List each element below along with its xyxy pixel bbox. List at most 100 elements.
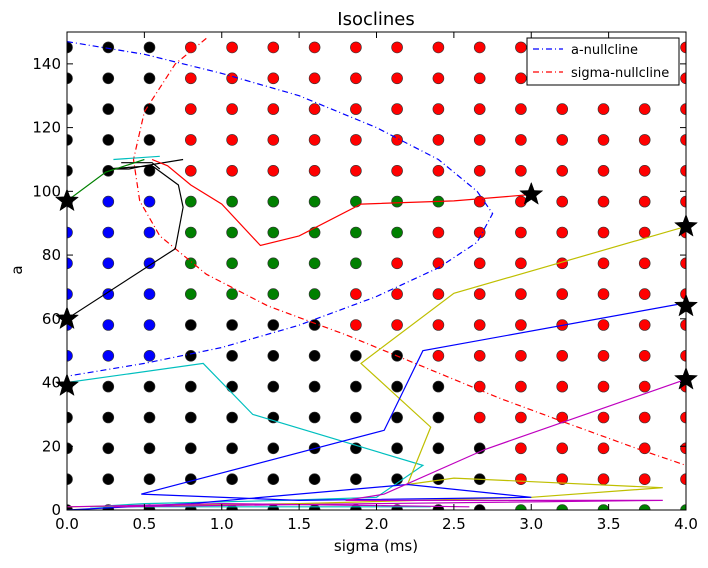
grid-point — [597, 134, 610, 146]
grid-point — [185, 442, 197, 455]
grid-point — [308, 411, 321, 424]
grid-point — [638, 442, 651, 455]
grid-point — [515, 134, 527, 146]
grid-point — [226, 288, 238, 300]
x-tick-label: 3.0 — [519, 515, 543, 533]
grid-point — [308, 41, 321, 54]
grid-point — [680, 165, 686, 177]
grid-point — [638, 319, 651, 331]
grid-point — [185, 411, 197, 424]
grid-point — [350, 103, 362, 115]
grid-point — [680, 350, 686, 362]
y-tick-label: 100 — [32, 182, 61, 200]
grid-point — [226, 134, 238, 146]
grid-point — [67, 103, 73, 115]
grid-point — [102, 103, 115, 115]
x-tick-label: 2.0 — [365, 515, 389, 533]
grid-point — [515, 349, 527, 362]
x-tick-label: 3.5 — [597, 515, 621, 533]
grid-point — [267, 165, 280, 177]
grid-point — [67, 41, 73, 54]
y-tick-label: 120 — [32, 119, 61, 137]
trajectory-line — [151, 158, 532, 247]
grid-point — [350, 349, 362, 362]
legend: a-nullcline sigma-nullcline — [526, 37, 680, 86]
grid-point — [432, 72, 445, 85]
y-tick-label: 0 — [51, 501, 61, 519]
grid-point — [473, 411, 486, 424]
grid-point — [185, 134, 197, 146]
grid-point — [308, 349, 321, 362]
grid-point — [143, 380, 156, 393]
grid-point — [515, 288, 527, 300]
grid-point — [67, 442, 73, 455]
trajectory-line — [113, 378, 686, 508]
grid-point — [185, 165, 197, 177]
grid-point — [597, 411, 610, 424]
grid-point — [226, 442, 238, 455]
grid-point — [473, 319, 486, 331]
trajectory-line — [67, 302, 686, 510]
trajectory-line — [121, 162, 161, 170]
grid-point — [267, 134, 280, 146]
grid-point — [556, 380, 569, 393]
legend-box — [526, 37, 680, 86]
grid-point — [267, 380, 280, 393]
grid-point — [638, 380, 651, 393]
grid-point — [432, 134, 445, 146]
grid-point — [556, 288, 569, 300]
grid-point — [556, 165, 569, 177]
grid-point — [473, 288, 486, 300]
grid-point — [597, 349, 610, 362]
trajectory-line — [67, 502, 470, 508]
grid-point — [226, 72, 238, 85]
grid-point — [226, 349, 238, 362]
grid-point — [308, 195, 321, 208]
grid-point — [597, 319, 610, 331]
grid-point — [473, 380, 486, 393]
grid-point — [680, 257, 686, 270]
grid-point — [432, 257, 445, 270]
grid-point — [350, 319, 362, 331]
grid-point — [391, 288, 403, 300]
legend-label-a-nullcline: a-nullcline — [571, 43, 638, 58]
grid-point — [185, 473, 197, 486]
grid-point — [432, 380, 445, 393]
legend-label-sigma-nullcline: sigma-nullcline — [571, 66, 669, 81]
grid-point — [638, 288, 651, 300]
grid-point — [226, 473, 238, 486]
grid-point — [308, 226, 321, 239]
x-axis-label: sigma (ms) — [334, 537, 418, 555]
grid-point — [680, 319, 686, 331]
grid-point — [143, 134, 156, 146]
grid-point — [638, 226, 651, 239]
grid-point — [597, 442, 610, 455]
grid-point — [267, 442, 280, 455]
grid-point — [638, 103, 651, 115]
grid-point — [185, 72, 197, 85]
grid-point — [226, 226, 238, 239]
grid-point — [597, 103, 610, 115]
grid-point — [308, 380, 321, 393]
grid-point — [473, 257, 486, 270]
grid-point — [515, 473, 527, 486]
grid-point — [432, 411, 445, 424]
grid-point — [226, 103, 238, 115]
grid-point — [350, 195, 362, 208]
grid-point — [432, 319, 445, 331]
grid-point — [350, 134, 362, 146]
grid-point — [308, 319, 321, 331]
grid-point — [308, 165, 321, 177]
grid-point — [308, 257, 321, 270]
y-tick-label: 140 — [32, 55, 61, 73]
grid-point — [638, 165, 651, 177]
grid-point — [680, 72, 686, 85]
grid-point — [267, 72, 280, 85]
grid-point — [102, 349, 115, 362]
grid-point — [391, 380, 403, 393]
grid-point — [143, 349, 156, 362]
grid-point — [226, 257, 238, 270]
a-nullcline-line — [67, 41, 494, 377]
grid-point — [515, 72, 527, 85]
grid-point — [473, 134, 486, 146]
